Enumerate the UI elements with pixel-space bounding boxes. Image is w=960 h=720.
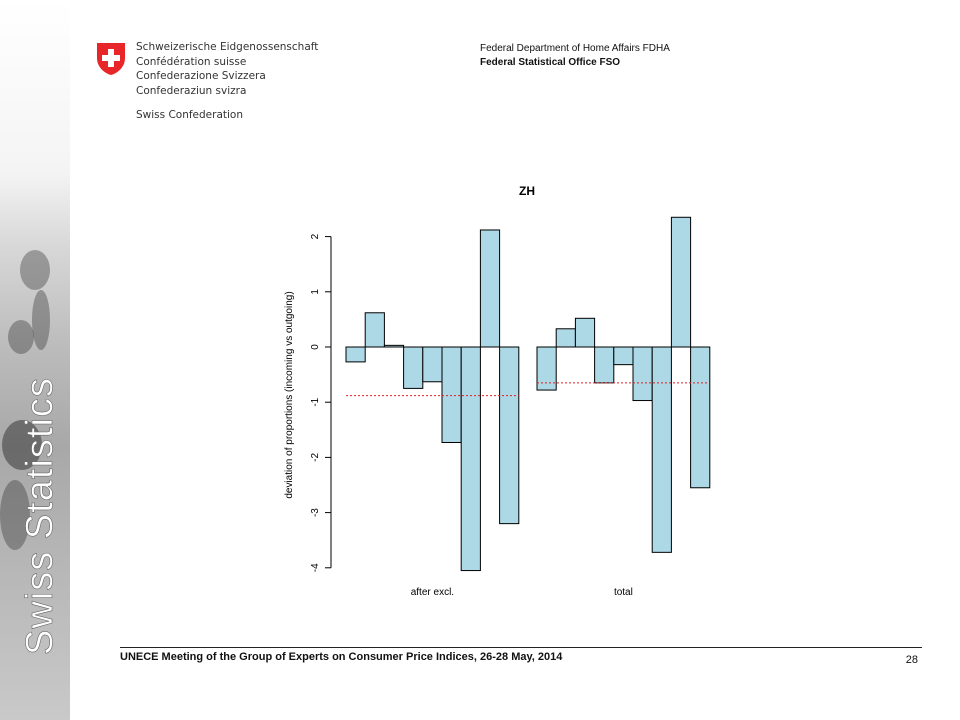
y-tick-label: -4 xyxy=(310,563,321,572)
y-tick-label: -2 xyxy=(310,453,321,462)
y-tick-label: 2 xyxy=(310,233,321,239)
y-tick-label: -3 xyxy=(310,508,321,517)
bar xyxy=(632,346,653,402)
department-block: Federal Department of Home Affairs FDHA … xyxy=(480,42,670,70)
confederation-line: Confederazione Svizzera xyxy=(136,70,266,82)
footer-meeting-text: UNECE Meeting of the Group of Experts on… xyxy=(120,651,563,663)
bar xyxy=(594,346,615,384)
chart-title: ZH xyxy=(519,184,535,198)
bar xyxy=(460,346,481,572)
group-label: total xyxy=(614,587,633,598)
bars-layer xyxy=(345,216,711,572)
group-label: after excl. xyxy=(411,587,454,598)
footer-divider xyxy=(120,647,922,648)
bar xyxy=(345,346,366,363)
photo-figure xyxy=(20,250,50,290)
bar xyxy=(441,346,462,443)
swiss-flag-shield-icon xyxy=(97,43,125,75)
swiss-statistics-wordmark: Swiss Statistics xyxy=(19,377,62,655)
bar xyxy=(651,346,672,553)
side-band-label: Swiss Statistics xyxy=(19,377,61,655)
page-number: 28 xyxy=(905,654,918,666)
y-tick-label: 0 xyxy=(310,344,321,350)
confederation-short: Swiss Confederation xyxy=(136,109,244,121)
bar xyxy=(479,229,501,348)
bar xyxy=(574,317,596,348)
bar xyxy=(536,346,557,391)
bar xyxy=(403,346,424,389)
bar xyxy=(555,328,576,348)
bar xyxy=(613,346,634,366)
photo-figure xyxy=(32,290,50,350)
side-photo-band: Swiss Statistics xyxy=(0,0,70,720)
y-tick-label: -1 xyxy=(310,397,321,406)
photo-figure xyxy=(8,320,34,354)
confederation-names: Schweizerische Eidgenossenschaft Confédé… xyxy=(136,40,356,98)
office-name: Federal Statistical Office FSO xyxy=(480,57,621,68)
department-name: Federal Department of Home Affairs FDHA xyxy=(480,43,670,54)
confederation-line: Confédération suisse xyxy=(136,55,247,68)
bar xyxy=(383,344,405,348)
group-labels: after excl. total xyxy=(411,587,633,598)
bar xyxy=(670,216,692,348)
bar xyxy=(422,346,443,383)
reference-lines xyxy=(346,382,710,397)
photo-figure xyxy=(2,420,42,470)
confederation-line: Confederaziun svizra xyxy=(136,84,247,97)
y-axis: 2 1 0 -1 -2 -3 -4 xyxy=(310,233,332,572)
y-axis-label: deviation of proportions (incoming vs ou… xyxy=(284,291,295,498)
y-tick-label: 1 xyxy=(310,289,321,295)
bar xyxy=(364,312,385,348)
confederation-line: Schweizerische Eidgenossenschaft xyxy=(136,41,319,53)
photo-figure xyxy=(0,480,30,550)
bar xyxy=(499,346,520,525)
bar xyxy=(690,346,711,489)
